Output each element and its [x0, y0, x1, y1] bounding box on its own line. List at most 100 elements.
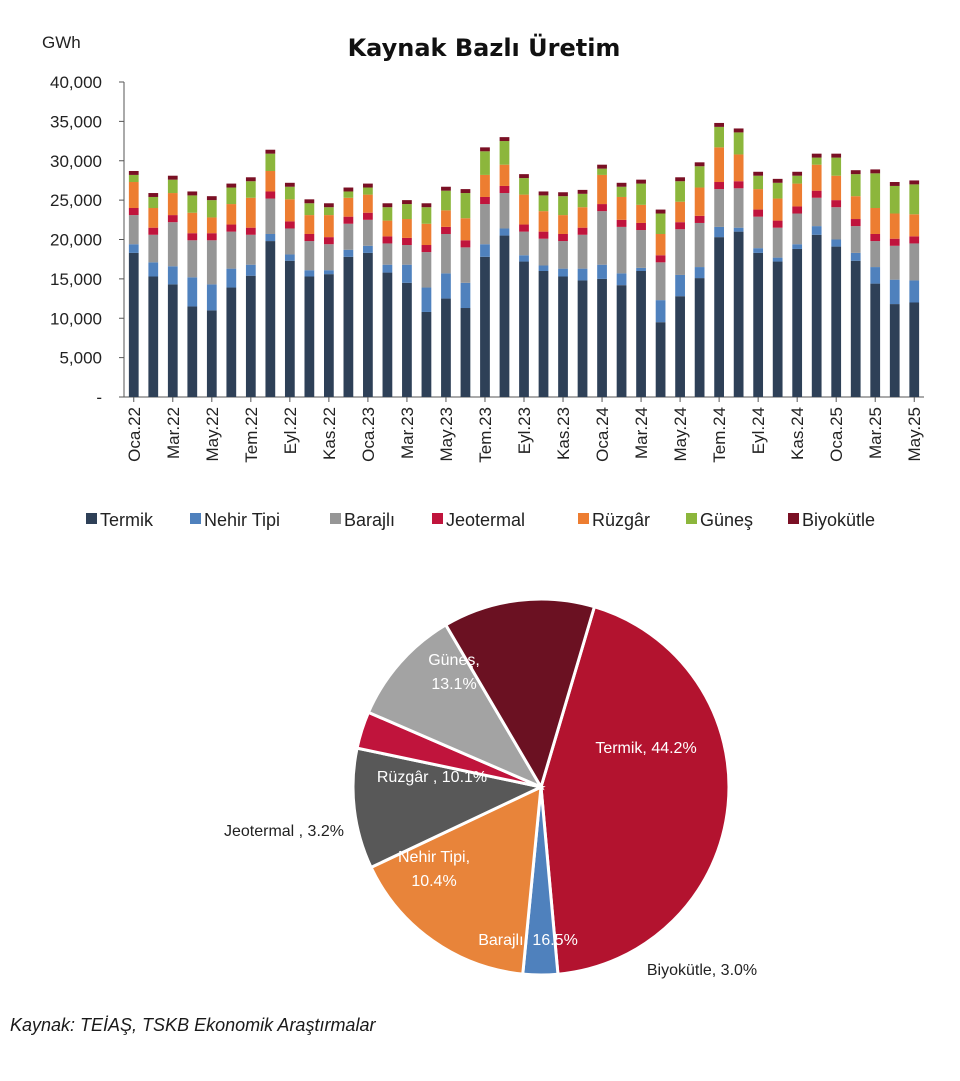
- bar-segment-Barajlı: [519, 231, 529, 256]
- bar-segment-Jeotermal: [206, 233, 217, 241]
- bar-segment-Biyokütle: [675, 177, 685, 182]
- bar-segment-Nehir Tipi: [245, 264, 256, 276]
- bar-segment-Barajlı: [792, 213, 803, 245]
- legend-swatch: [86, 513, 97, 524]
- bar-segment-Barajlı: [343, 223, 354, 250]
- bar-segment-Biyokütle: [226, 183, 237, 188]
- bar-segment-Güneş: [714, 126, 724, 148]
- y-axis-ticks: - 5,000 10,000 15,000 20,000 25,000 30,000 35,0…: [50, 73, 124, 407]
- pie-label-line: 10.4%: [411, 873, 456, 890]
- legend-swatch: [686, 513, 697, 524]
- bar-segment-Nehir Tipi: [363, 245, 373, 253]
- bar-segment-Jeotermal: [753, 209, 764, 217]
- bar-segment-Barajlı: [889, 245, 900, 280]
- bar-segment-Termik: [499, 235, 510, 397]
- bar-segment-Nehir Tipi: [382, 264, 393, 273]
- bar-stack-Kas.22: [324, 203, 334, 397]
- bar-stack-May.25: [909, 180, 920, 397]
- bar-segment-Güneş: [909, 184, 920, 215]
- x-tick-label: May.24: [671, 407, 690, 462]
- bar-segment-Nehir Tipi: [499, 228, 510, 236]
- bar-stack-Nis.24: [655, 209, 666, 397]
- bar-segment-Nehir Tipi: [870, 267, 881, 284]
- y-tick-label: 10,000: [50, 309, 102, 328]
- bar-segment-Biyokütle: [792, 171, 803, 176]
- bar-segment-Termik: [187, 306, 198, 397]
- bar-segment-Biyokütle: [284, 182, 295, 187]
- bar-stack-Şub.23: [382, 203, 393, 397]
- bar-segment-Biyokütle: [519, 174, 529, 179]
- bar-segment-Biyokütle: [187, 191, 198, 196]
- bar-segment-Rüzgâr: [694, 187, 705, 216]
- pie-labels-group: Termik, 44.2% Biyokütle, 3.0% Barajlı, 16.…: [224, 652, 757, 979]
- bar-segment-Jeotermal: [577, 227, 588, 235]
- bar-stack-May.22: [206, 196, 217, 397]
- bar-segment-Rüzgâr: [499, 164, 510, 186]
- bar-segment-Biyokütle: [148, 193, 159, 197]
- bar-segment-Barajlı: [675, 229, 685, 275]
- bar-segment-Biyokütle: [167, 175, 178, 180]
- legend-item-Barajlı: Barajlı: [330, 510, 395, 530]
- bar-segment-Rüzgâr: [206, 217, 217, 234]
- bar-series-group: [128, 122, 920, 397]
- bar-segment-Nehir Tipi: [909, 280, 920, 303]
- bar-stack-Tem.22: [245, 177, 256, 397]
- bar-segment-Jeotermal: [889, 238, 900, 246]
- pie-label-Nehir Tipi: Nehir Tipi, 10.4%: [398, 849, 470, 890]
- bar-segment-Jeotermal: [694, 215, 705, 223]
- y-tick-label: 15,000: [50, 270, 102, 289]
- bar-segment-Barajlı: [831, 207, 842, 240]
- bar-stack-Ara.23: [577, 189, 588, 397]
- legend-swatch: [190, 513, 201, 524]
- bar-segment-Rüzgâr: [460, 218, 471, 241]
- bar-stack-May.24: [675, 177, 685, 397]
- bar-segment-Termik: [519, 261, 529, 397]
- bar-segment-Termik: [128, 252, 139, 397]
- legend-label: Jeotermal: [446, 510, 525, 530]
- x-tick-label: Tem.24: [710, 407, 729, 463]
- bar-segment-Biyokütle: [128, 170, 139, 175]
- bar-stack-Tem.23: [480, 147, 490, 397]
- bar-stack-Eyl.22: [284, 182, 295, 397]
- bar-segment-Termik: [772, 261, 783, 397]
- bar-segment-Termik: [655, 322, 666, 397]
- bar-segment-Güneş: [792, 175, 803, 184]
- bar-segment-Biyokütle: [343, 187, 354, 192]
- legend-swatch: [432, 513, 443, 524]
- x-tick-label: Kas.23: [554, 407, 573, 460]
- bar-segment-Jeotermal: [831, 200, 842, 208]
- pie-slice-Güneş: [443, 597, 597, 791]
- bar-segment-Barajlı: [655, 262, 666, 301]
- bar-segment-Jeotermal: [519, 224, 529, 232]
- bar-segment-Jeotermal: [167, 215, 178, 223]
- bar-segment-Biyokütle: [753, 171, 764, 176]
- bar-segment-Rüzgâr: [870, 208, 881, 234]
- bar-segment-Rüzgâr: [909, 214, 920, 237]
- bar-segment-Jeotermal: [558, 233, 568, 242]
- bar-stack-Eyl.23: [519, 174, 529, 397]
- bar-segment-Biyokütle: [655, 209, 666, 214]
- pie-label-line: Güneş,: [428, 652, 480, 669]
- bar-segment-Rüzgâr: [128, 182, 139, 208]
- bar-segment-Barajlı: [616, 226, 627, 274]
- bar-segment-Nehir Tipi: [128, 244, 139, 253]
- bar-stack-Haz.23: [460, 189, 471, 397]
- bar-segment-Barajlı: [753, 216, 764, 249]
- bar-segment-Jeotermal: [402, 237, 412, 246]
- bar-segment-Rüzgâr: [324, 215, 334, 238]
- pie-label-Güneş: Güneş, 13.1%: [428, 652, 480, 693]
- bar-segment-Barajlı: [441, 233, 451, 274]
- bar-segment-Nehir Tipi: [265, 233, 276, 242]
- bar-segment-Güneş: [675, 181, 685, 202]
- bar-segment-Termik: [870, 283, 881, 397]
- bar-segment-Nehir Tipi: [772, 257, 783, 262]
- bar-segment-Barajlı: [577, 234, 588, 269]
- bar-stack-Tem.24: [714, 122, 724, 397]
- bar-segment-Rüzgâr: [831, 175, 842, 201]
- bar-segment-Nehir Tipi: [694, 267, 705, 279]
- bar-segment-Barajlı: [597, 211, 607, 265]
- bar-segment-Termik: [675, 296, 685, 397]
- bar-segment-Nehir Tipi: [753, 248, 764, 253]
- bar-segment-Rüzgâr: [363, 194, 373, 213]
- bar-segment-Nehir Tipi: [655, 300, 666, 323]
